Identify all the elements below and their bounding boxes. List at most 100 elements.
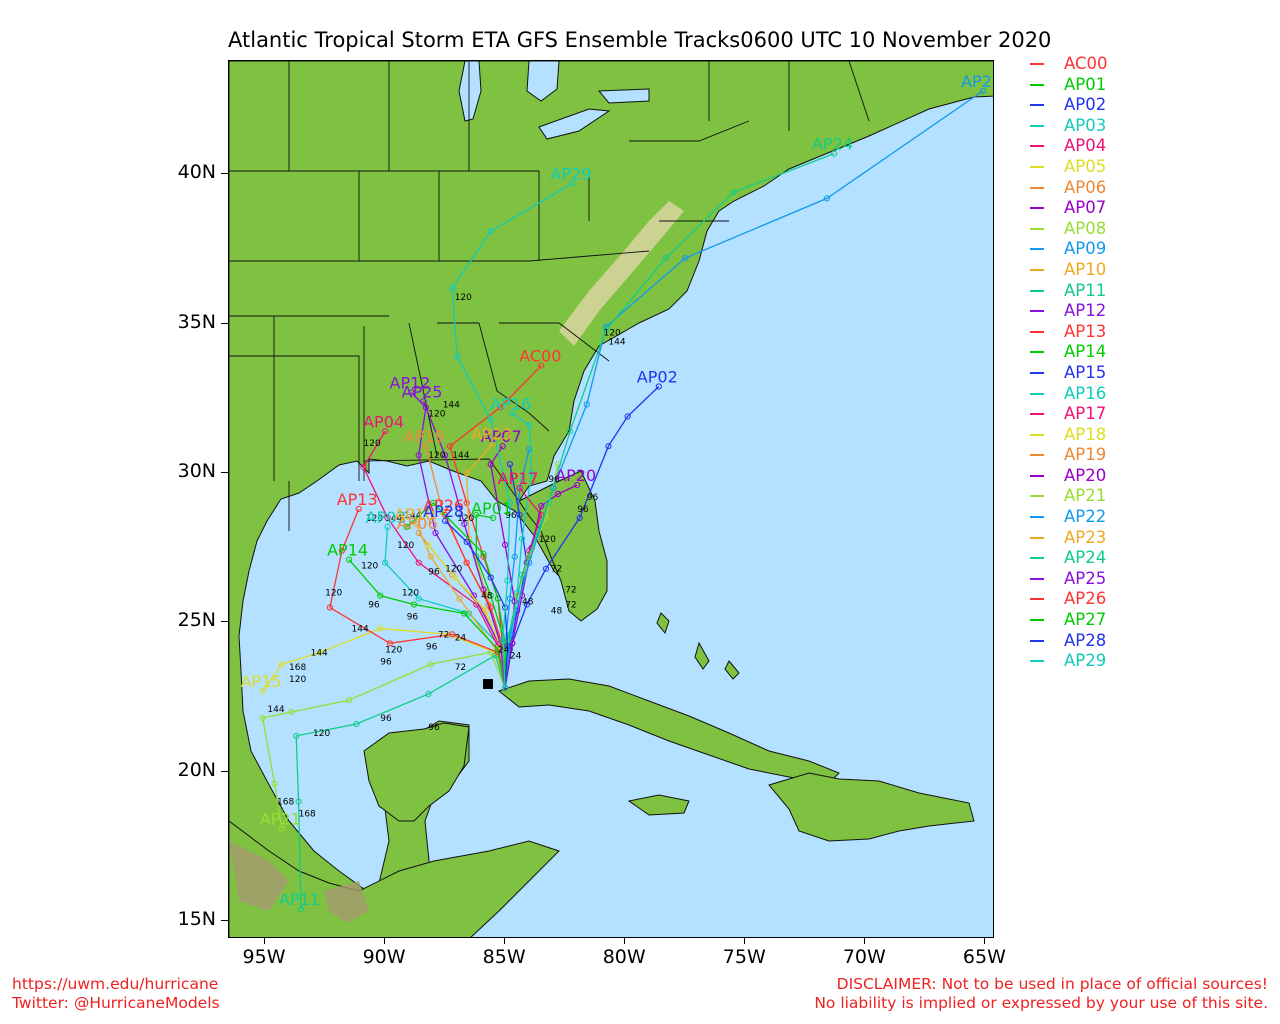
track-end-label: AP24	[812, 135, 853, 154]
legend-label: AP04	[1064, 136, 1107, 156]
track-point-ap13	[449, 631, 456, 638]
track-point-ap20	[554, 490, 562, 498]
track-point-ap02	[542, 565, 550, 572]
forecast-hour-label: 120	[397, 541, 414, 551]
track-point-ap02	[655, 383, 662, 390]
track-end-label: AP13	[337, 490, 378, 509]
track-point-ap13	[355, 505, 362, 513]
track-point-ap08	[259, 714, 266, 722]
x-tick-label: 90W	[362, 946, 406, 968]
track-point-ap29	[499, 637, 506, 644]
legend-swatch	[1030, 330, 1044, 333]
legend-swatch	[1030, 392, 1044, 395]
forecast-hour-label: 96	[368, 601, 380, 611]
y-tick-label: 35N	[177, 310, 216, 333]
track-point-ac00	[538, 362, 545, 369]
y-tick-mark	[221, 173, 228, 175]
track-point-ap26	[463, 559, 470, 566]
track-end-label: AP03	[366, 508, 407, 527]
track-point-ap04	[384, 514, 391, 521]
track-end-label: AP23	[471, 424, 512, 443]
track-point-ap19	[422, 443, 429, 450]
track-point-ap16	[518, 535, 526, 542]
legend-swatch	[1030, 124, 1044, 127]
track-point-ap02	[624, 413, 631, 420]
track-point-ap12	[432, 529, 439, 536]
legend-swatch	[1030, 454, 1044, 457]
track-point-ap11	[425, 691, 432, 698]
lake-ontario	[597, 88, 650, 104]
track-point-ap22	[682, 255, 689, 262]
track-point-ap15	[506, 461, 513, 468]
forecast-hour-label: 120	[366, 514, 383, 524]
forecast-hour-label: 48	[522, 598, 534, 608]
y-tick-label: 40N	[177, 161, 216, 184]
mexico-highland	[229, 841, 289, 911]
forecast-hour-label: 96	[577, 505, 589, 515]
track-point-ap24	[730, 189, 737, 196]
y-tick-mark	[221, 621, 228, 623]
track-point-ap26	[487, 604, 494, 611]
track-point-ap01	[490, 514, 497, 521]
track-end-label: AP15	[241, 672, 282, 691]
track-point-ap09	[511, 553, 518, 560]
forecast-hour-label: 24	[498, 645, 510, 655]
track-point-ap10	[413, 520, 420, 527]
legend-swatch	[1030, 474, 1044, 477]
legend-swatch	[1030, 619, 1044, 622]
track-point-ac00	[497, 404, 504, 411]
track-point-ap29	[506, 499, 513, 507]
track-point-ac00	[463, 499, 470, 507]
footer-twitter[interactable]: Twitter: @HurricaneModels	[12, 994, 220, 1012]
legend-label: AP25	[1064, 568, 1107, 588]
track-point-ap18	[451, 574, 458, 581]
forecast-hour-label: 144	[267, 705, 284, 715]
track-point-ap03	[384, 523, 391, 530]
track-point-ap28	[487, 574, 494, 581]
legend-swatch	[1030, 165, 1044, 168]
track-point-ap12	[415, 452, 422, 459]
legend-swatch	[1030, 536, 1044, 539]
track-point-ap29	[487, 228, 494, 235]
track-end-label: AP22	[961, 72, 994, 91]
legend-swatch	[1030, 268, 1044, 271]
legend-label: AC00	[1064, 54, 1108, 73]
chart-title: Atlantic Tropical Storm ETA GFS Ensemble…	[228, 28, 1051, 52]
x-tick-mark	[504, 937, 506, 944]
track-point-ap07	[502, 541, 509, 548]
x-tick-label: 70W	[842, 946, 886, 968]
track-point-ap24	[602, 326, 610, 333]
legend-swatch	[1030, 598, 1044, 601]
legend-swatch	[1030, 351, 1044, 354]
forecast-hour-label: 144	[404, 511, 421, 521]
y-tick-mark	[221, 920, 228, 922]
legend-swatch	[1030, 63, 1044, 65]
forecast-hour-label: 120	[289, 675, 306, 685]
legend-swatch	[1030, 413, 1044, 416]
track-end-label: AP25	[402, 382, 443, 401]
track-end-label: AP12	[390, 374, 431, 393]
legend-label: AP12	[1064, 301, 1107, 321]
track-end-label: AP17	[498, 469, 539, 488]
track-point-ap28	[504, 643, 511, 650]
map-panel: 120 120 144 144 120 120 120 144 96 96 96 120 144 144 1…	[228, 60, 994, 938]
track-point-ap05	[278, 661, 285, 668]
track-line-ap08	[261, 651, 506, 829]
track-point-ap13	[386, 640, 393, 647]
y-tick-mark	[221, 770, 228, 772]
track-point-ap29	[449, 284, 456, 292]
track-point-ap20	[538, 502, 545, 510]
track-point-ap29	[569, 180, 576, 187]
y-tick-mark	[221, 322, 228, 324]
forecast-hour-label: 120	[457, 514, 474, 524]
track-line-ap14	[348, 559, 506, 689]
forecast-hour-label: 96	[407, 613, 419, 623]
footer-url[interactable]: https://uwm.edu/hurricane	[12, 975, 219, 993]
forecast-hour-label: 120	[385, 645, 402, 655]
x-tick-mark	[864, 937, 866, 944]
track-point-ap22	[979, 87, 987, 94]
track-end-label: AP06	[397, 514, 438, 533]
track-point-ap18	[425, 541, 432, 548]
track-end-label: AP19	[404, 427, 445, 446]
track-end-label: AP04	[363, 412, 404, 431]
